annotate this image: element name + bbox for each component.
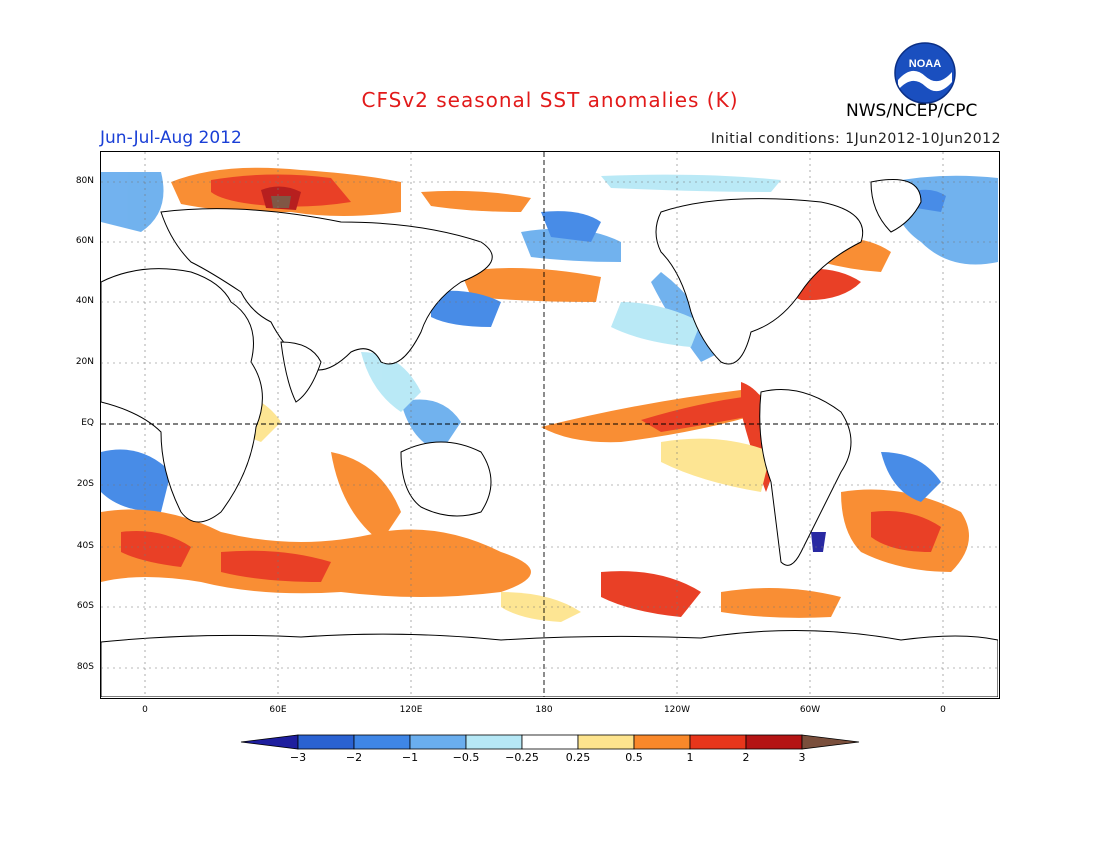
colorbar-box [577, 734, 635, 750]
noaa-logo: NOAA [894, 42, 956, 104]
map-canvas [101, 152, 998, 697]
colorbar-tick-label: −3 [289, 751, 307, 764]
lon-label: 60W [799, 705, 821, 715]
noaa-logo-text: NOAA [909, 58, 941, 70]
lon-label: 120W [663, 705, 691, 715]
lat-label: 40N [75, 296, 94, 306]
colorbar-box [521, 734, 579, 750]
lon-label: 0 [940, 705, 946, 715]
colorbar [240, 734, 860, 750]
forecast-period: Jun-Jul-Aug 2012 [100, 128, 242, 148]
colorbar-box [409, 734, 467, 750]
lat-label: 60N [75, 236, 94, 246]
colorbar-tick-label: −2 [345, 751, 363, 764]
map-title: CFSv2 seasonal SST anomalies (K) [361, 88, 739, 112]
lon-label: 60E [269, 705, 287, 715]
colorbar-left-arrow [240, 734, 299, 750]
lat-label: 80N [75, 176, 94, 186]
colorbar-box [633, 734, 691, 750]
colorbar-tick-label: −0.25 [505, 751, 539, 764]
initial-conditions: Initial conditions: 1Jun2012-10Jun2012 [710, 131, 1001, 147]
lat-label: 80S [76, 662, 94, 672]
sst-anomaly-map [100, 151, 1000, 699]
agency-label: NWS/NCEP/CPC [846, 101, 978, 121]
lon-label: 180 [535, 705, 553, 715]
lat-label: 40S [76, 541, 94, 551]
lat-label: 20S [76, 479, 94, 489]
colorbar-right-arrow [801, 734, 860, 750]
reference-lines [101, 152, 998, 697]
colorbar-box [745, 734, 803, 750]
lon-label: 0 [142, 705, 148, 715]
lat-label: 60S [76, 601, 94, 611]
colorbar-tick-label: −0.5 [452, 751, 480, 764]
continents [101, 179, 998, 697]
colorbar-box [689, 734, 747, 750]
colorbar-tick-label: 0.5 [625, 751, 643, 764]
colorbar-tick-label: 3 [798, 751, 806, 764]
colorbar-box [353, 734, 411, 750]
anomaly-fields [101, 167, 998, 622]
colorbar-box [465, 734, 523, 750]
lat-label: 20N [75, 357, 94, 367]
colorbar-box [297, 734, 355, 750]
colorbar-tick-label: 1 [686, 751, 694, 764]
colorbar-tick-label: −1 [401, 751, 419, 764]
colorbar-tick-label: 2 [742, 751, 750, 764]
colorbar-tick-label: 0.25 [565, 751, 591, 764]
grid-lines [101, 152, 998, 697]
lat-label: EQ [81, 418, 94, 428]
lon-label: 120E [399, 705, 423, 715]
